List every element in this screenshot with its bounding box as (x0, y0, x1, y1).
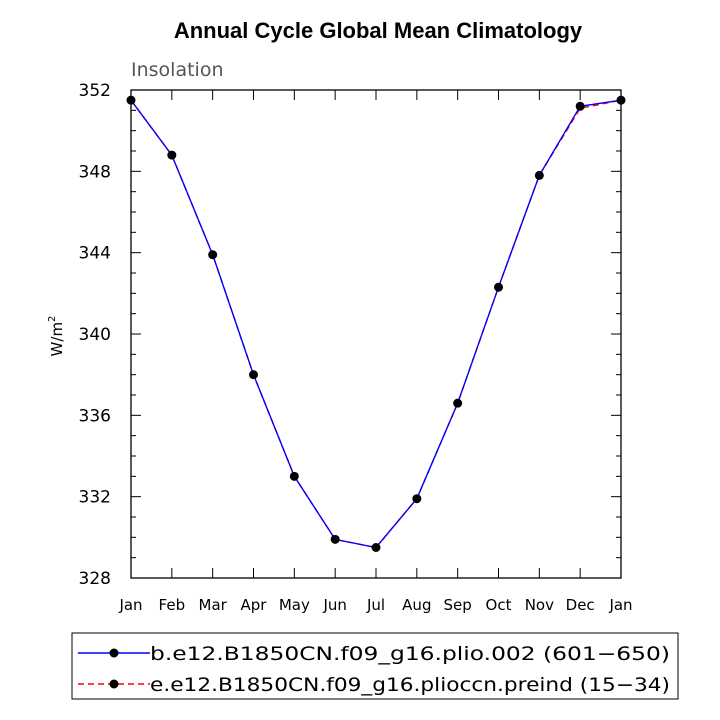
data-point (412, 494, 422, 504)
y-tick-label: 340 (79, 325, 111, 345)
data-point (330, 534, 340, 544)
y-tick-label: 332 (79, 488, 111, 508)
data-point (208, 250, 218, 260)
y-axis-label-exponent: 2 (47, 316, 58, 322)
x-tick-label: Sep (444, 596, 472, 614)
y-tick-label: 344 (79, 244, 111, 264)
data-point (616, 95, 626, 105)
series-line-2 (130, 99, 622, 549)
x-tick-label: Feb (159, 596, 186, 614)
legend-label-2: e.e12.B1850CN.f09_g16.plioccn.preind (15… (150, 674, 670, 696)
x-tick-label: Jul (366, 596, 385, 614)
data-point (167, 150, 177, 160)
x-tick-label: Jan (608, 596, 632, 614)
y-tick-label: 352 (79, 81, 111, 101)
x-tick-label: Dec (566, 596, 595, 614)
data-point (575, 101, 585, 111)
x-tick-label: Mar (199, 596, 228, 614)
data-point (494, 282, 503, 292)
plot-area: 328 332 336 340 344 348 352 Jan Feb Mar Apr May Jun J… (79, 81, 633, 614)
chart-subtitle: Insolation (131, 59, 224, 81)
data-point (371, 543, 381, 552)
data-point (289, 471, 299, 481)
legend-label-1: b.e12.B1850CN.f09_g16.plio.002 (601−650) (150, 643, 670, 665)
x-tick-label: Apr (241, 596, 268, 614)
x-tick-label: Aug (402, 596, 431, 614)
y-axis-label: W/m2 (47, 316, 66, 357)
y-tick-label: 348 (79, 162, 111, 182)
y-axis-label-unit: W/m (48, 322, 66, 357)
legend-marker-2 (109, 679, 119, 689)
legend-marker-1 (109, 648, 119, 658)
chart-title: Annual Cycle Global Mean Climatology (174, 18, 583, 43)
x-tick-label: Jun (322, 596, 346, 614)
x-tick-label: Jan (118, 596, 142, 614)
x-tick-label: May (279, 596, 310, 614)
x-tick-label: Oct (486, 596, 512, 614)
data-point (126, 95, 136, 105)
legend-box (71, 632, 679, 700)
legend: b.e12.B1850CN.f09_g16.plio.002 (601−650)… (71, 632, 679, 700)
data-point (453, 398, 463, 408)
data-point (534, 170, 544, 180)
data-point (249, 370, 258, 380)
series-line-1 (130, 99, 622, 549)
x-tick-label: Nov (525, 596, 554, 614)
y-tick-label: 328 (79, 569, 111, 589)
y-tick-label: 336 (79, 406, 111, 426)
